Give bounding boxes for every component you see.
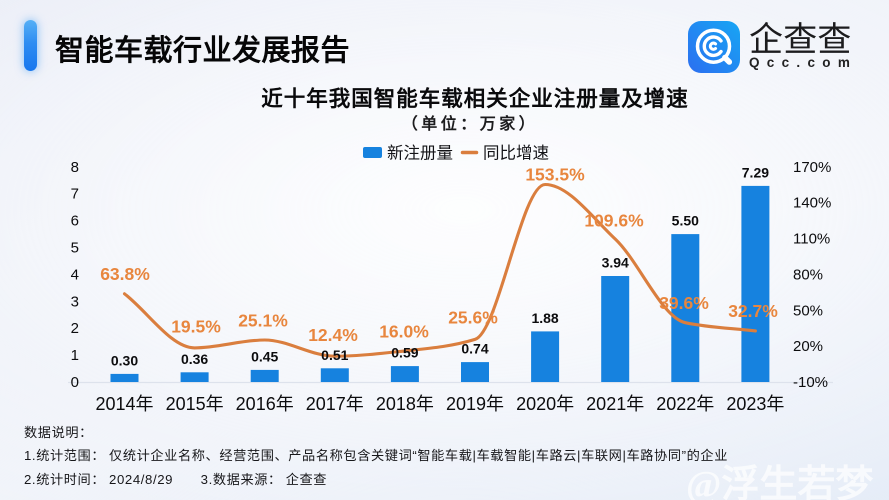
- svg-text:1: 1: [71, 347, 79, 364]
- svg-text:25.6%: 25.6%: [448, 308, 498, 328]
- svg-text:3.94: 3.94: [602, 255, 629, 271]
- svg-text:（单位：万家）: （单位：万家）: [402, 114, 539, 133]
- svg-text:39.6%: 39.6%: [659, 293, 709, 313]
- svg-text:2020年: 2020年: [516, 394, 574, 414]
- svg-text:2017年: 2017年: [306, 394, 364, 414]
- svg-text:0.45: 0.45: [251, 348, 278, 364]
- svg-text:2014年: 2014年: [95, 394, 153, 414]
- svg-text:2: 2: [71, 320, 79, 337]
- svg-text:新注册量: 新注册量: [387, 144, 453, 163]
- svg-text:0.59: 0.59: [391, 345, 418, 361]
- svg-text:50%: 50%: [793, 302, 823, 319]
- svg-text:20%: 20%: [793, 338, 823, 355]
- svg-text:25.1%: 25.1%: [238, 311, 288, 331]
- svg-text:2015年: 2015年: [166, 394, 224, 414]
- svg-text:170%: 170%: [793, 159, 831, 176]
- svg-text:153.5%: 153.5%: [525, 165, 585, 185]
- svg-text:近十年我国智能车载相关企业注册量及增速: 近十年我国智能车载相关企业注册量及增速: [261, 86, 689, 111]
- svg-text:2018年: 2018年: [376, 394, 434, 414]
- svg-text:16.0%: 16.0%: [379, 322, 429, 342]
- svg-text:5: 5: [71, 240, 79, 257]
- svg-text:109.6%: 109.6%: [584, 211, 644, 231]
- svg-text:12.4%: 12.4%: [308, 325, 358, 345]
- svg-text:140%: 140%: [793, 195, 831, 212]
- svg-text:0: 0: [71, 374, 79, 391]
- svg-text:2021年: 2021年: [586, 394, 644, 414]
- svg-text:0.36: 0.36: [181, 351, 208, 367]
- svg-text:63.8%: 63.8%: [100, 264, 150, 284]
- svg-text:32.7%: 32.7%: [728, 301, 778, 321]
- svg-text:2019年: 2019年: [446, 394, 504, 414]
- svg-text:同比增速: 同比增速: [483, 144, 549, 163]
- svg-text:80%: 80%: [793, 266, 823, 283]
- svg-text:4: 4: [71, 266, 79, 283]
- svg-text:0.74: 0.74: [461, 341, 488, 357]
- svg-text:2016年: 2016年: [236, 394, 294, 414]
- svg-text:0.51: 0.51: [321, 347, 348, 363]
- svg-text:-10%: -10%: [793, 374, 828, 391]
- svg-text:0.30: 0.30: [111, 352, 138, 368]
- svg-text:5.50: 5.50: [672, 213, 699, 229]
- svg-text:3: 3: [71, 293, 79, 310]
- svg-text:8: 8: [71, 159, 79, 176]
- svg-text:7.29: 7.29: [742, 164, 769, 180]
- svg-text:6: 6: [71, 213, 79, 230]
- svg-text:2022年: 2022年: [656, 394, 714, 414]
- svg-text:1.88: 1.88: [531, 310, 558, 326]
- svg-text:2023年: 2023年: [726, 394, 784, 414]
- svg-text:110%: 110%: [793, 231, 830, 248]
- svg-text:19.5%: 19.5%: [171, 317, 221, 337]
- svg-text:7: 7: [71, 186, 79, 203]
